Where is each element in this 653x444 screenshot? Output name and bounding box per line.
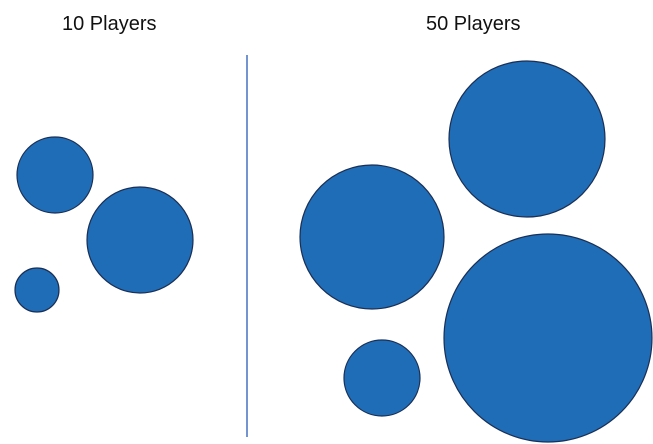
panel-10-players bbox=[15, 137, 193, 312]
player-circle bbox=[449, 61, 605, 217]
player-circle bbox=[444, 234, 652, 442]
panel-50-players bbox=[300, 61, 652, 442]
player-circle bbox=[15, 268, 59, 312]
player-circle bbox=[87, 187, 193, 293]
player-circle bbox=[344, 340, 420, 416]
player-circle bbox=[300, 165, 444, 309]
player-circle bbox=[17, 137, 93, 213]
